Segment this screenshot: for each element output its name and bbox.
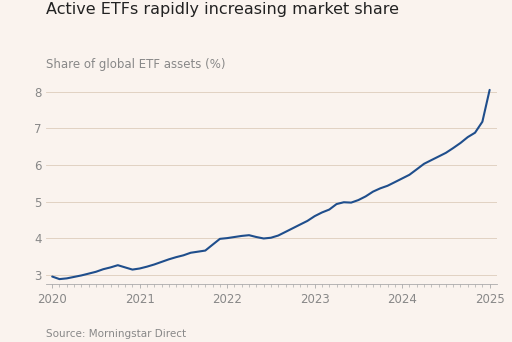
- Text: Share of global ETF assets (%): Share of global ETF assets (%): [46, 58, 226, 71]
- Text: Active ETFs rapidly increasing market share: Active ETFs rapidly increasing market sh…: [46, 2, 399, 17]
- Text: Source: Morningstar Direct: Source: Morningstar Direct: [46, 329, 186, 339]
